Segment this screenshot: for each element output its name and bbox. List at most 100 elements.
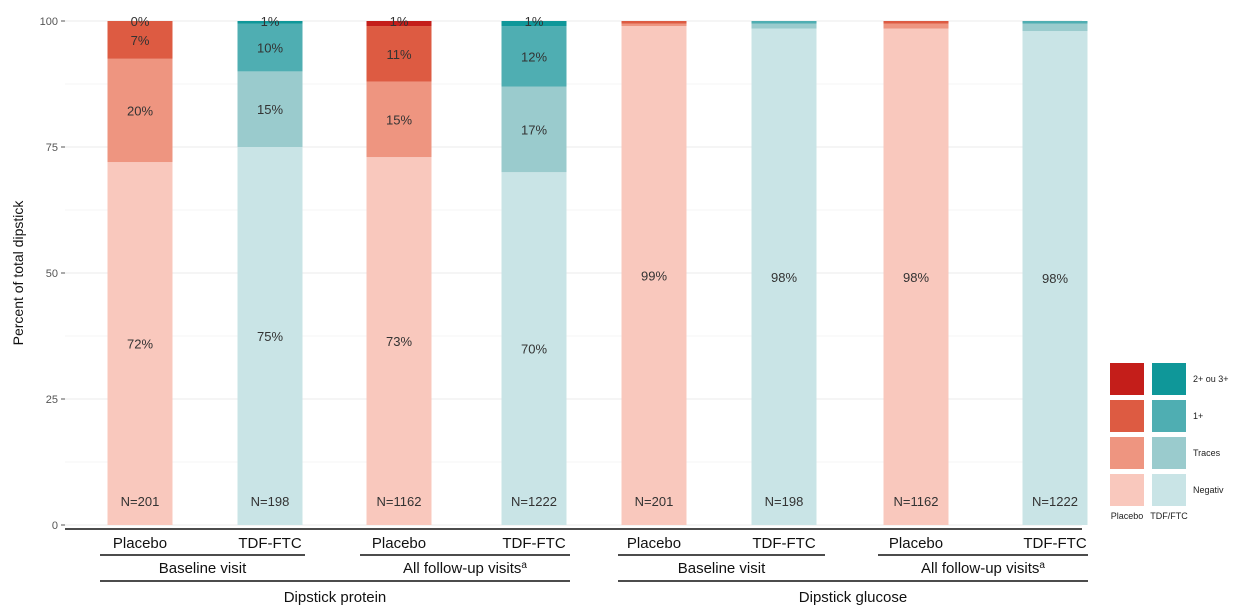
segment-label: 10%: [257, 40, 283, 55]
segment-label: 1%: [390, 14, 409, 29]
bar-segment: [751, 21, 817, 24]
y-tick-label: 75: [46, 142, 58, 154]
legend-level-label: 1+: [1193, 411, 1203, 421]
x-tick-label: TDF-FTC: [752, 535, 815, 552]
legend-level-label: 2+ ou 3+: [1193, 374, 1229, 384]
segment-label: 17%: [521, 122, 547, 137]
n-label: N=1222: [1032, 494, 1078, 509]
legend-column-label: TDF/FTC: [1150, 511, 1188, 521]
x-tick-label: Placebo: [889, 535, 943, 552]
segment-label: 20%: [127, 103, 153, 118]
x-tick-label: Placebo: [372, 535, 426, 552]
legend-swatch-placebo: [1110, 363, 1144, 395]
y-tick-label: 100: [40, 16, 58, 28]
segment-label: 1%: [261, 14, 280, 29]
y-axis-label: Percent of total dipstick: [10, 200, 26, 346]
legend-swatch-placebo: [1110, 437, 1144, 469]
grid-lines: [65, 20, 1082, 526]
bar-segment: [751, 23, 817, 29]
bar-4: 70% 17% 12% 1% N=1222: [501, 14, 567, 525]
n-label: N=198: [765, 494, 804, 509]
bar-1: 72% 20% 7% 0% N=201: [107, 14, 173, 525]
bar-segment: [366, 21, 432, 27]
segment-label: 11%: [386, 47, 411, 62]
segment-label: 70%: [521, 342, 547, 357]
y-axis: 0 25 50 75 100: [40, 16, 65, 532]
bar-segment: [366, 81, 432, 158]
legend-level-label: Traces: [1193, 448, 1221, 458]
bar-segment: [501, 21, 567, 27]
test-group-label: Dipstick protein: [284, 589, 387, 606]
test-group-label: Dipstick glucose: [799, 589, 907, 606]
segment-label: 98%: [771, 270, 797, 285]
bar-segment: [1022, 21, 1088, 24]
bar-segment: [366, 157, 432, 525]
bar-7: 98% N=1162: [883, 21, 949, 526]
n-label: N=1162: [377, 494, 422, 509]
bar-segment: [883, 21, 949, 24]
y-tick-label: 50: [46, 268, 58, 280]
n-label: N=1222: [511, 494, 557, 509]
bar-8: 98% N=1222: [1022, 21, 1088, 526]
bar-5: 99% N=201: [621, 21, 687, 525]
segment-label: 99%: [641, 269, 667, 284]
segment-label: 15%: [386, 112, 412, 127]
x-tick-label: TDF-FTC: [1023, 535, 1086, 552]
legend: 2+ ou 3+ 1+ Traces Negativ Placebo TDF/FTC: [1110, 363, 1229, 521]
bar-segment: [237, 21, 303, 24]
legend-swatch-tdf-ftc: [1152, 400, 1186, 432]
n-label: N=201: [121, 494, 160, 509]
bar-segment: [107, 21, 173, 59]
x-tick-label: TDF-FTC: [502, 535, 565, 552]
segment-label: 0%: [131, 14, 150, 29]
legend-level-label: Negativ: [1193, 485, 1224, 495]
bar-segment: [1022, 31, 1088, 526]
bar-6: 98% N=198: [751, 21, 817, 526]
legend-swatch-placebo: [1110, 400, 1144, 432]
bar-segment: [621, 21, 687, 24]
bar-segment: [107, 58, 173, 163]
segment-label: 98%: [1042, 271, 1068, 286]
n-label: N=198: [251, 494, 290, 509]
legend-swatch-tdf-ftc: [1152, 474, 1186, 506]
segment-label: 12%: [521, 49, 547, 64]
bar-2: 75% 15% 10% 1% N=198: [237, 14, 303, 525]
legend-swatch-placebo: [1110, 474, 1144, 506]
bar-segment: [883, 23, 949, 29]
bar-3: 73% 15% 11% 1% N=1162: [366, 14, 432, 525]
segment-label: 7%: [131, 33, 150, 48]
segment-label: 73%: [386, 334, 412, 349]
visit-group-label: Baseline visit: [678, 560, 766, 577]
bar-segment: [501, 26, 567, 87]
y-tick-label: 0: [52, 520, 58, 532]
bar-segment: [501, 172, 567, 525]
bar-segment: [621, 23, 687, 27]
x-tick-label: TDF-FTC: [238, 535, 301, 552]
bar-segment: [883, 28, 949, 526]
segment-label: 72%: [127, 337, 153, 352]
visit-group-label: Baseline visit: [159, 560, 247, 577]
legend-swatch-tdf-ftc: [1152, 363, 1186, 395]
visit-group-label: All follow-up visitsa: [921, 560, 1045, 578]
bars: 72% 20% 7% 0% N=201 75% 15% 10% 1% N=198 73% 15% 11%…: [107, 14, 1088, 526]
bar-segment: [751, 28, 817, 526]
x-tick-label: Placebo: [627, 535, 681, 552]
bar-segment: [237, 147, 303, 525]
bar-segment: [107, 162, 173, 525]
bar-segment: [501, 86, 567, 173]
n-label: N=201: [635, 494, 674, 509]
legend-column-label: Placebo: [1111, 511, 1144, 521]
y-tick-label: 25: [46, 394, 58, 406]
visit-group-label: All follow-up visitsa: [403, 560, 527, 578]
bar-segment: [1022, 23, 1088, 32]
bar-segment: [237, 71, 303, 147]
bar-segment: [366, 26, 432, 82]
segment-label: 75%: [257, 329, 283, 344]
segment-label: 15%: [257, 102, 283, 117]
bar-segment: [621, 26, 687, 525]
legend-swatch-tdf-ftc: [1152, 437, 1186, 469]
segment-label: 1%: [525, 14, 544, 29]
x-axis: Placebo TDF-FTC Placebo TDF-FTC Placebo TDF-F…: [65, 528, 1088, 606]
x-tick-label: Placebo: [113, 535, 167, 552]
